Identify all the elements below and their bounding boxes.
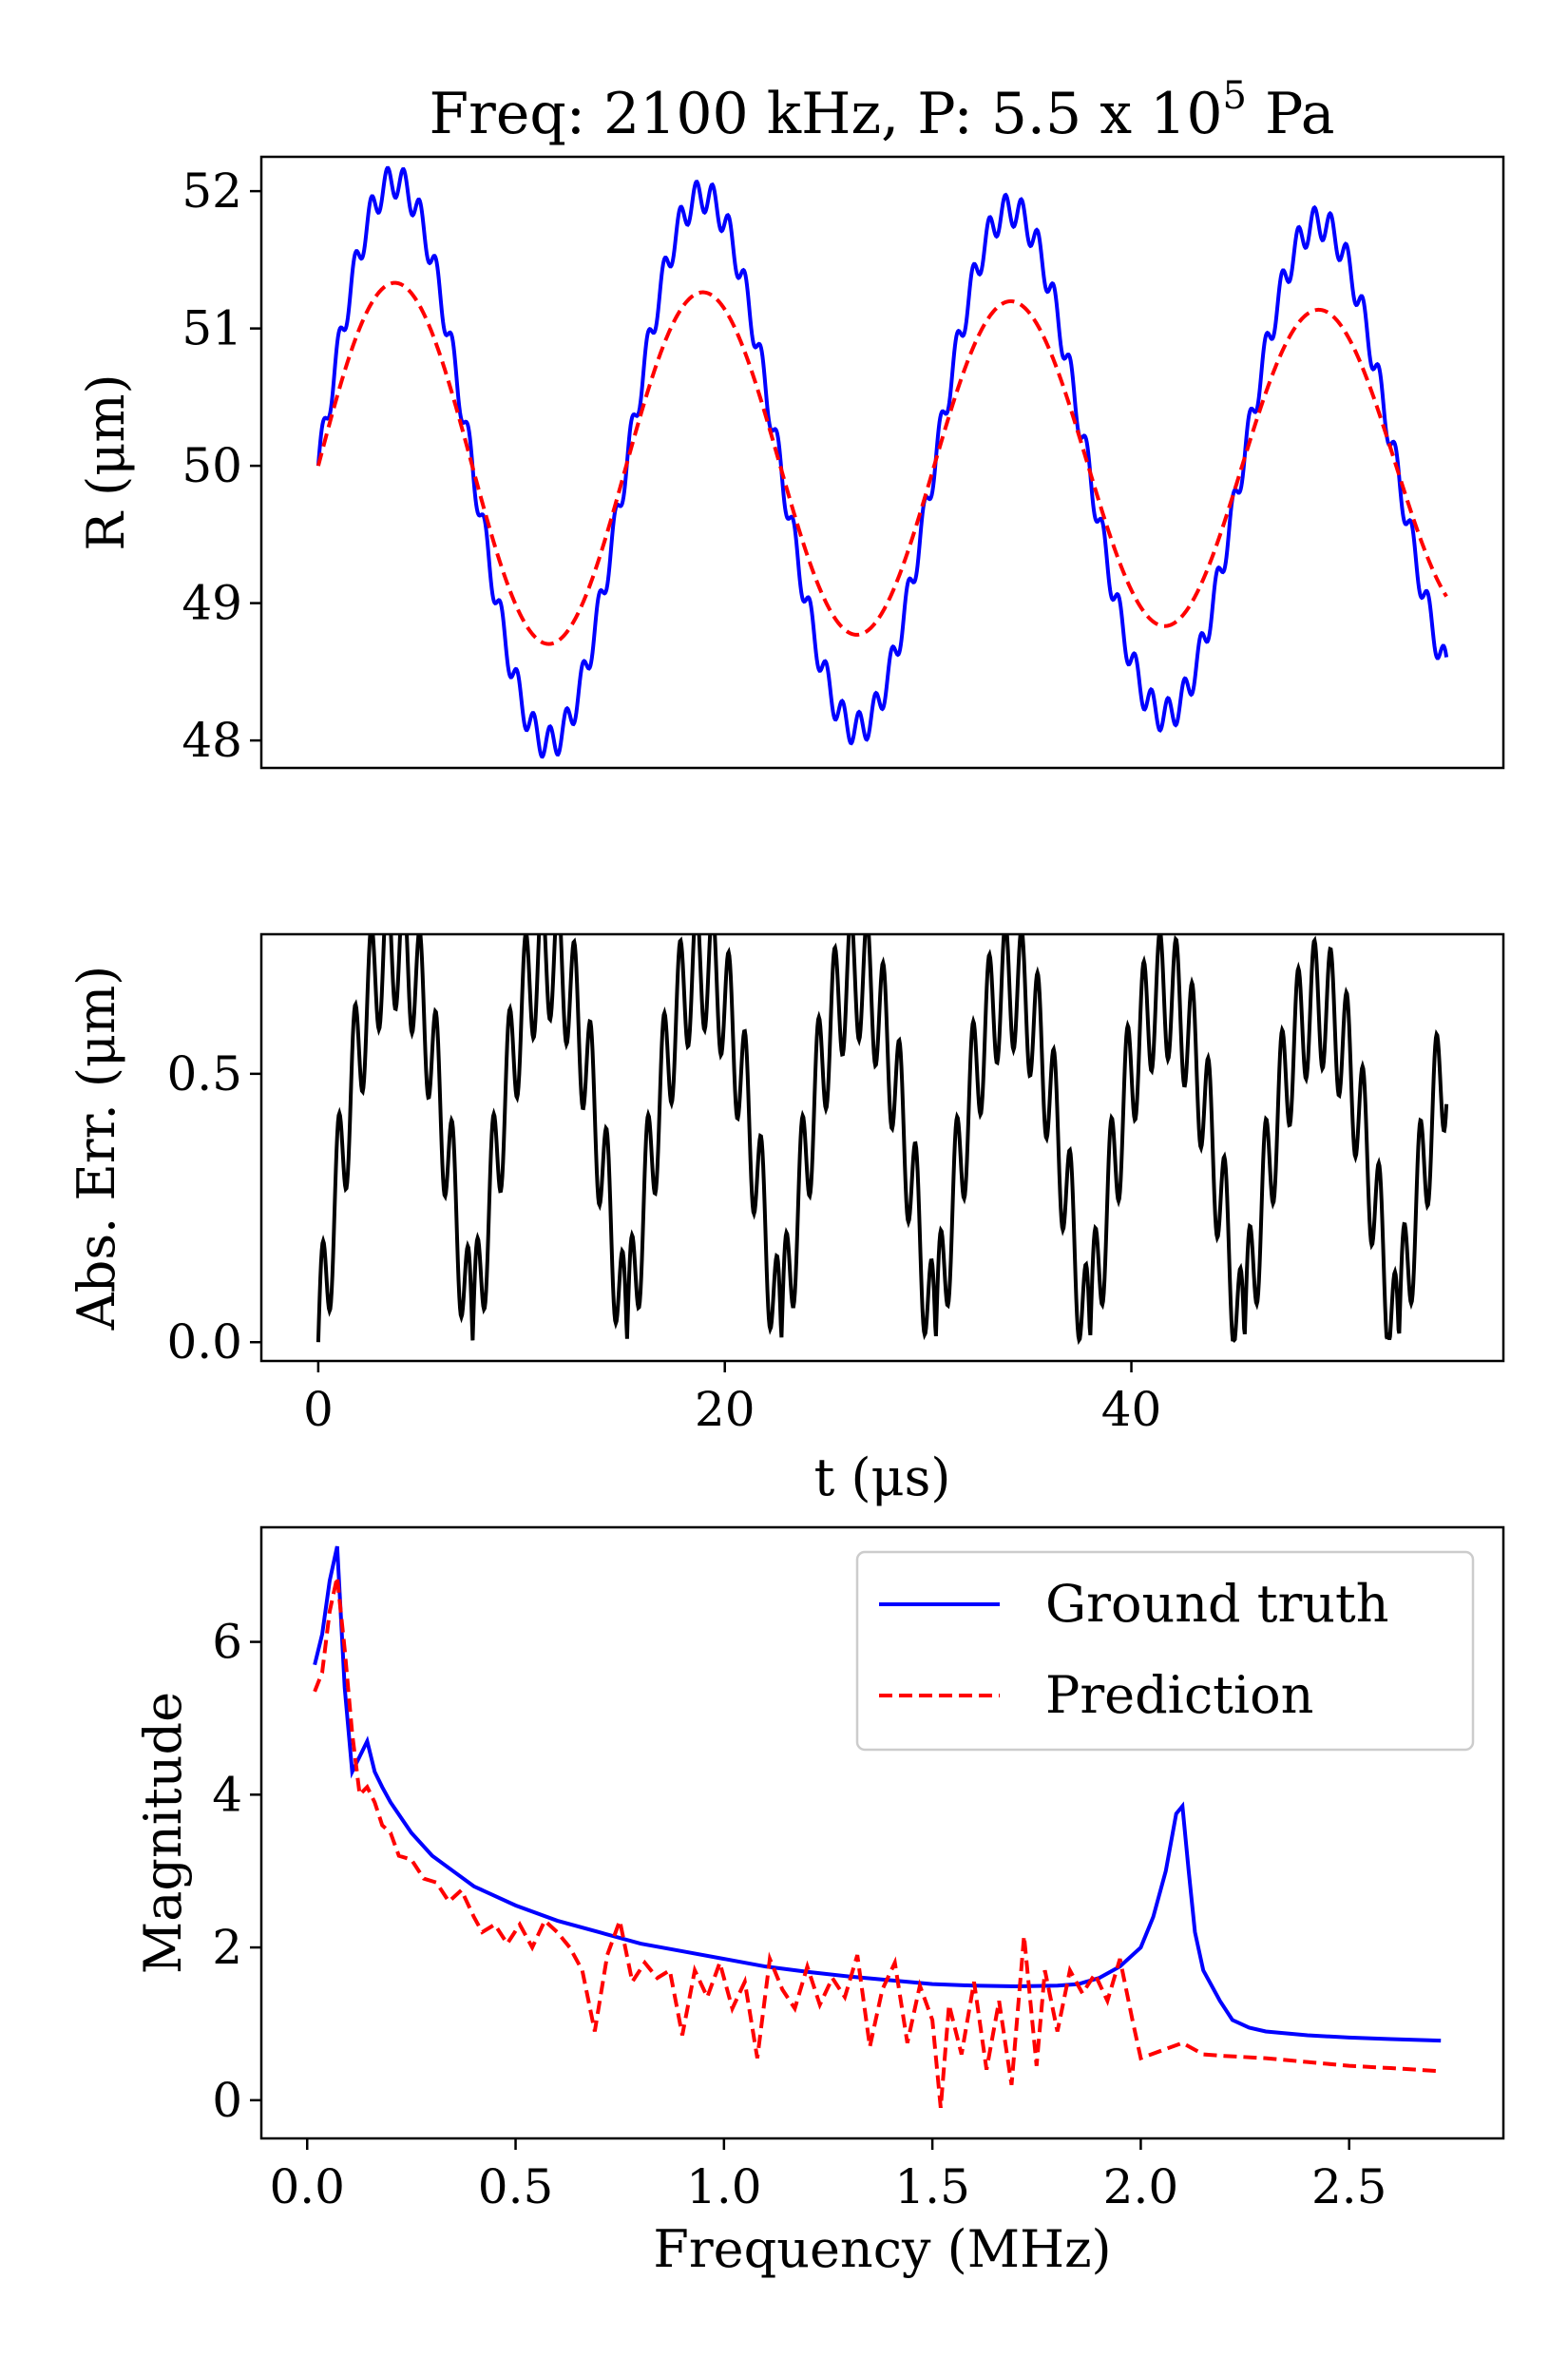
magnitude-spectrum-plot: 0 2 4 6 0.0 0.5 1.0 1.5 2.0 2.5 Magnitude Frequency… bbox=[133, 1525, 1505, 2279]
y-tick-label: 4 bbox=[212, 1767, 242, 1822]
y-tick-label: 0 bbox=[212, 2073, 242, 2128]
ground-truth-line bbox=[316, 165, 1449, 759]
y-tick-label: 2 bbox=[212, 1920, 242, 1975]
y-tick-label: 50 bbox=[182, 438, 242, 493]
legend-label-prediction: Prediction bbox=[1045, 1665, 1313, 1725]
x-tick-label: 0.0 bbox=[269, 2159, 345, 2214]
x-tick-label: 2.0 bbox=[1103, 2159, 1179, 2214]
y-axis-label: Magnitude bbox=[133, 1692, 193, 1974]
title-main: Freq: 2100 kHz, P: 5.5 x 10 bbox=[430, 81, 1223, 147]
x-axis-label: t (μs) bbox=[814, 1447, 951, 1507]
y-tick-label: 49 bbox=[182, 576, 242, 631]
y-tick-label: 6 bbox=[212, 1615, 242, 1670]
radius-plot: 48 49 50 51 52 R (μm) Freq: 2100 kHz, P: 5.5 x… bbox=[76, 74, 1505, 770]
legend: Ground truth Prediction bbox=[855, 1550, 1475, 1752]
prediction-spectrum-line bbox=[313, 1576, 1442, 2109]
abs-error-line bbox=[316, 934, 1449, 1346]
y-tick-label: 52 bbox=[182, 163, 242, 219]
axes-frame bbox=[259, 155, 1505, 770]
legend-box bbox=[855, 1550, 1475, 1752]
prediction-line bbox=[316, 280, 1448, 646]
y-tick-label: 0.0 bbox=[166, 1314, 242, 1370]
title-sup: 5 bbox=[1223, 74, 1247, 118]
y-axis-label: Abs. Err. (μm) bbox=[67, 966, 126, 1331]
axes-frame bbox=[259, 1525, 1505, 2140]
x-tick-label: 40 bbox=[1101, 1382, 1162, 1437]
legend-label-ground-truth: Ground truth bbox=[1045, 1574, 1389, 1634]
ground-truth-spectrum-line bbox=[313, 1545, 1442, 2043]
title-tail: Pa bbox=[1247, 81, 1335, 147]
x-tick-label: 1.5 bbox=[894, 2159, 970, 2214]
y-tick-label: 0.5 bbox=[166, 1046, 242, 1102]
x-tick-label: 0 bbox=[303, 1382, 334, 1437]
x-tick-label: 20 bbox=[695, 1382, 755, 1437]
axes-frame bbox=[259, 932, 1505, 1363]
x-tick-label: 0.5 bbox=[478, 2159, 554, 2214]
x-tick-label: 2.5 bbox=[1311, 2159, 1387, 2214]
y-tick-label: 51 bbox=[182, 301, 242, 356]
y-tick-label: 48 bbox=[182, 713, 242, 768]
y-axis-label: R (μm) bbox=[76, 374, 136, 550]
x-tick-label: 1.0 bbox=[686, 2159, 762, 2214]
x-axis-label: Frequency (MHz) bbox=[653, 2219, 1111, 2279]
chart-title: Freq: 2100 kHz, P: 5.5 x 105 Pa bbox=[430, 74, 1335, 147]
abs-error-plot: 0.0 0.5 0 20 40 Abs. Err. (μm) t (μs) bbox=[67, 932, 1505, 1507]
